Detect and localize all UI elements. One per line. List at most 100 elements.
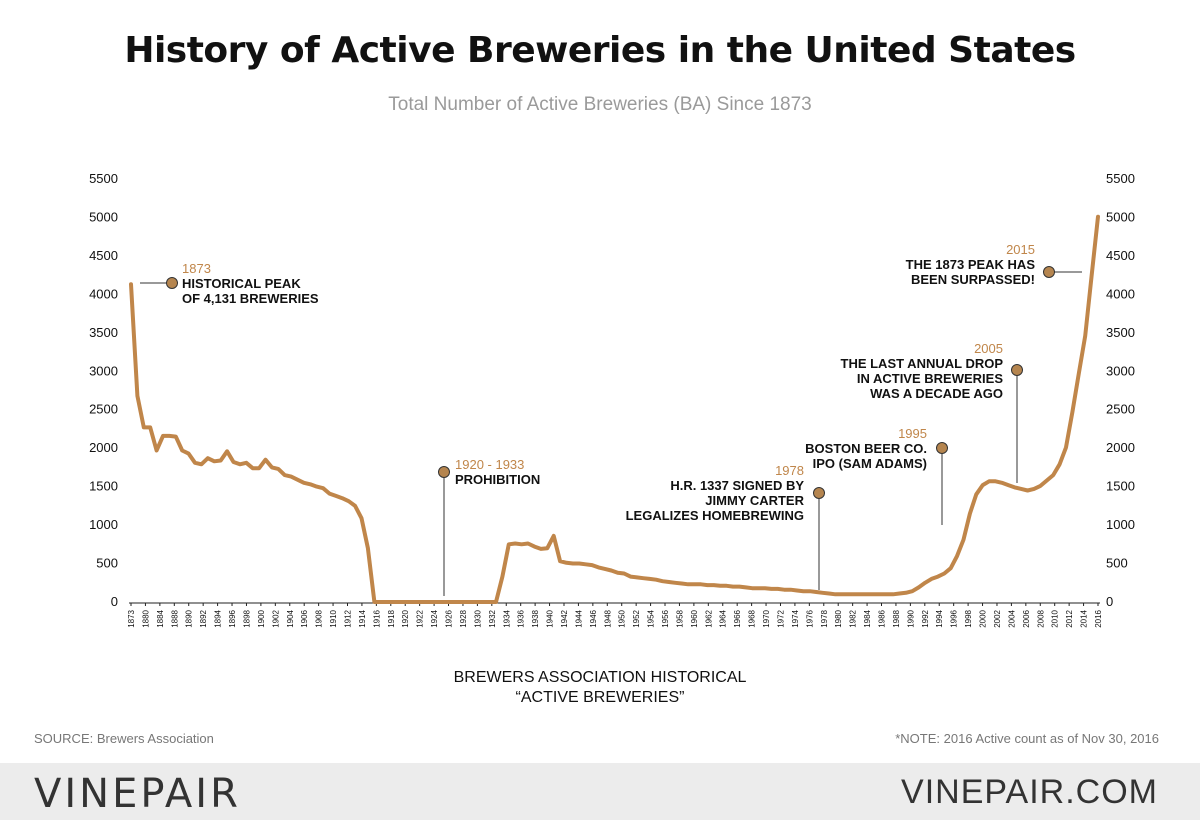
annotation-marker (438, 466, 450, 478)
x-tick-label: 2004 (1007, 609, 1016, 627)
x-tick-label: 1898 (242, 609, 251, 627)
x-tick-label: 1916 (372, 609, 381, 627)
x-tick-label: 2008 (1036, 609, 1045, 627)
x-tick-label: 1984 (863, 609, 872, 627)
x-tick-label: 1894 (214, 609, 223, 627)
y-tick-label-right: 2000 (1106, 440, 1135, 455)
x-axis-label: “ACTIVE BREWERIES” (516, 689, 685, 706)
x-tick-label: 2002 (993, 609, 1002, 627)
x-tick-label: 1944 (574, 609, 583, 627)
x-tick-label: 1914 (358, 609, 367, 627)
x-tick-label: 1942 (560, 609, 569, 627)
x-tick-label: 1928 (459, 609, 468, 627)
x-tick-label: 1960 (690, 609, 699, 627)
annotation-text: BEEN SURPASSED! (911, 272, 1035, 287)
annotation-marker (1011, 364, 1023, 376)
x-tick-label: 1992 (921, 609, 930, 627)
annotation-text: HISTORICAL PEAK (182, 276, 301, 291)
x-tick-label: 1892 (199, 609, 208, 627)
y-tick-label-left: 0 (111, 594, 118, 609)
annotation-marker (1043, 266, 1055, 278)
source-note: SOURCE: Brewers Association (34, 731, 214, 746)
annotation-year: 1995 (898, 426, 927, 441)
annotation-marker (936, 442, 948, 454)
annotation-year: 1873 (182, 261, 211, 276)
x-tick-label: 1896 (228, 609, 237, 627)
annotation-text: JIMMY CARTER (705, 493, 804, 508)
annotation-year: 1920 - 1933 (455, 457, 524, 472)
annotation-text: LEGALIZES HOMEBREWING (626, 508, 804, 523)
y-tick-label-right: 5000 (1106, 209, 1135, 224)
y-tick-label-right: 3000 (1106, 363, 1135, 378)
x-tick-label: 1910 (329, 609, 338, 627)
x-tick-label: 1970 (762, 609, 771, 627)
x-tick-label: 2006 (1022, 609, 1031, 627)
x-tick-label: 1936 (517, 609, 526, 627)
x-tick-label: 1940 (546, 609, 555, 627)
x-tick-label: 1948 (603, 609, 612, 627)
y-tick-label-left: 2500 (89, 402, 118, 417)
y-tick-label-right: 5500 (1106, 171, 1135, 186)
x-tick-label: 1964 (719, 609, 728, 627)
annotation-text: IN ACTIVE BREWERIES (857, 371, 1003, 386)
x-tick-label: 1968 (748, 609, 757, 627)
x-tick-label: 1982 (849, 609, 858, 627)
annotation-text: OF 4,131 BREWERIES (182, 291, 319, 306)
y-tick-label-right: 4500 (1106, 248, 1135, 263)
x-tick-label: 1976 (805, 609, 814, 627)
series-line (129, 214, 1100, 604)
y-tick-label-left: 4000 (89, 286, 118, 301)
y-tick-label-left: 3000 (89, 363, 118, 378)
x-tick-label: 1908 (315, 609, 324, 627)
x-tick-label: 1988 (892, 609, 901, 627)
y-tick-label-left: 5000 (89, 209, 118, 224)
y-tick-label-left: 3500 (89, 325, 118, 340)
x-tick-label: 1952 (632, 609, 641, 627)
x-tick-label: 1958 (675, 609, 684, 627)
x-tick-label: 1934 (502, 609, 511, 627)
y-tick-label-right: 1000 (1106, 517, 1135, 532)
annotation-text: IPO (SAM ADAMS) (813, 456, 927, 471)
x-tick-label: 1888 (170, 609, 179, 627)
site-link[interactable]: VINEPAIR.COM (901, 773, 1158, 811)
annotation-text: THE LAST ANNUAL DROP (841, 356, 1004, 371)
x-tick-label: 1954 (647, 609, 656, 627)
chart-title: History of Active Breweries in the Unite… (124, 30, 1076, 71)
x-tick-label: 1956 (661, 609, 670, 627)
x-tick-label: 1918 (387, 609, 396, 627)
annotation-text: THE 1873 PEAK HAS (906, 257, 1036, 272)
y-tick-label-left: 1500 (89, 479, 118, 494)
x-tick-label: 1932 (488, 609, 497, 627)
x-tick-label: 1962 (704, 609, 713, 627)
annotation-text: PROHIBITION (455, 472, 540, 487)
annotation-marker (813, 487, 825, 499)
y-tick-label-left: 2000 (89, 440, 118, 455)
y-tick-label-right: 0 (1106, 594, 1113, 609)
x-tick-label: 1966 (733, 609, 742, 627)
brand-logo[interactable]: VINEPAIR (34, 771, 241, 817)
x-tick-label: 1904 (286, 609, 295, 627)
x-tick-label: 2012 (1065, 609, 1074, 627)
x-tick-label: 1986 (878, 609, 887, 627)
annotation-year: 2005 (974, 341, 1003, 356)
x-tick-label: 1884 (156, 609, 165, 627)
footer-bar: VINEPAIR VINEPAIR.COM (0, 763, 1200, 820)
chart-subtitle: Total Number of Active Breweries (BA) Si… (388, 94, 812, 115)
y-tick-label-right: 4000 (1106, 286, 1135, 301)
annotation-year: 1978 (775, 463, 804, 478)
x-tick-label: 1996 (950, 609, 959, 627)
y-tick-label-right: 1500 (1106, 479, 1135, 494)
y-tick-label-right: 2500 (1106, 402, 1135, 417)
x-tick-label: 1930 (473, 609, 482, 627)
x-tick-label: 1900 (257, 609, 266, 627)
x-tick-label: 1906 (300, 609, 309, 627)
x-tick-label: 1974 (791, 609, 800, 627)
x-tick-label: 1922 (416, 609, 425, 627)
x-tick-label: 1902 (271, 609, 280, 627)
annotation-text: H.R. 1337 SIGNED BY (670, 478, 804, 493)
x-tick-label: 1950 (618, 609, 627, 627)
y-tick-label-left: 4500 (89, 248, 118, 263)
x-tick-label: 1946 (589, 609, 598, 627)
annotation-year: 2015 (1006, 242, 1035, 257)
footnote: *NOTE: 2016 Active count as of Nov 30, 2… (895, 731, 1159, 746)
